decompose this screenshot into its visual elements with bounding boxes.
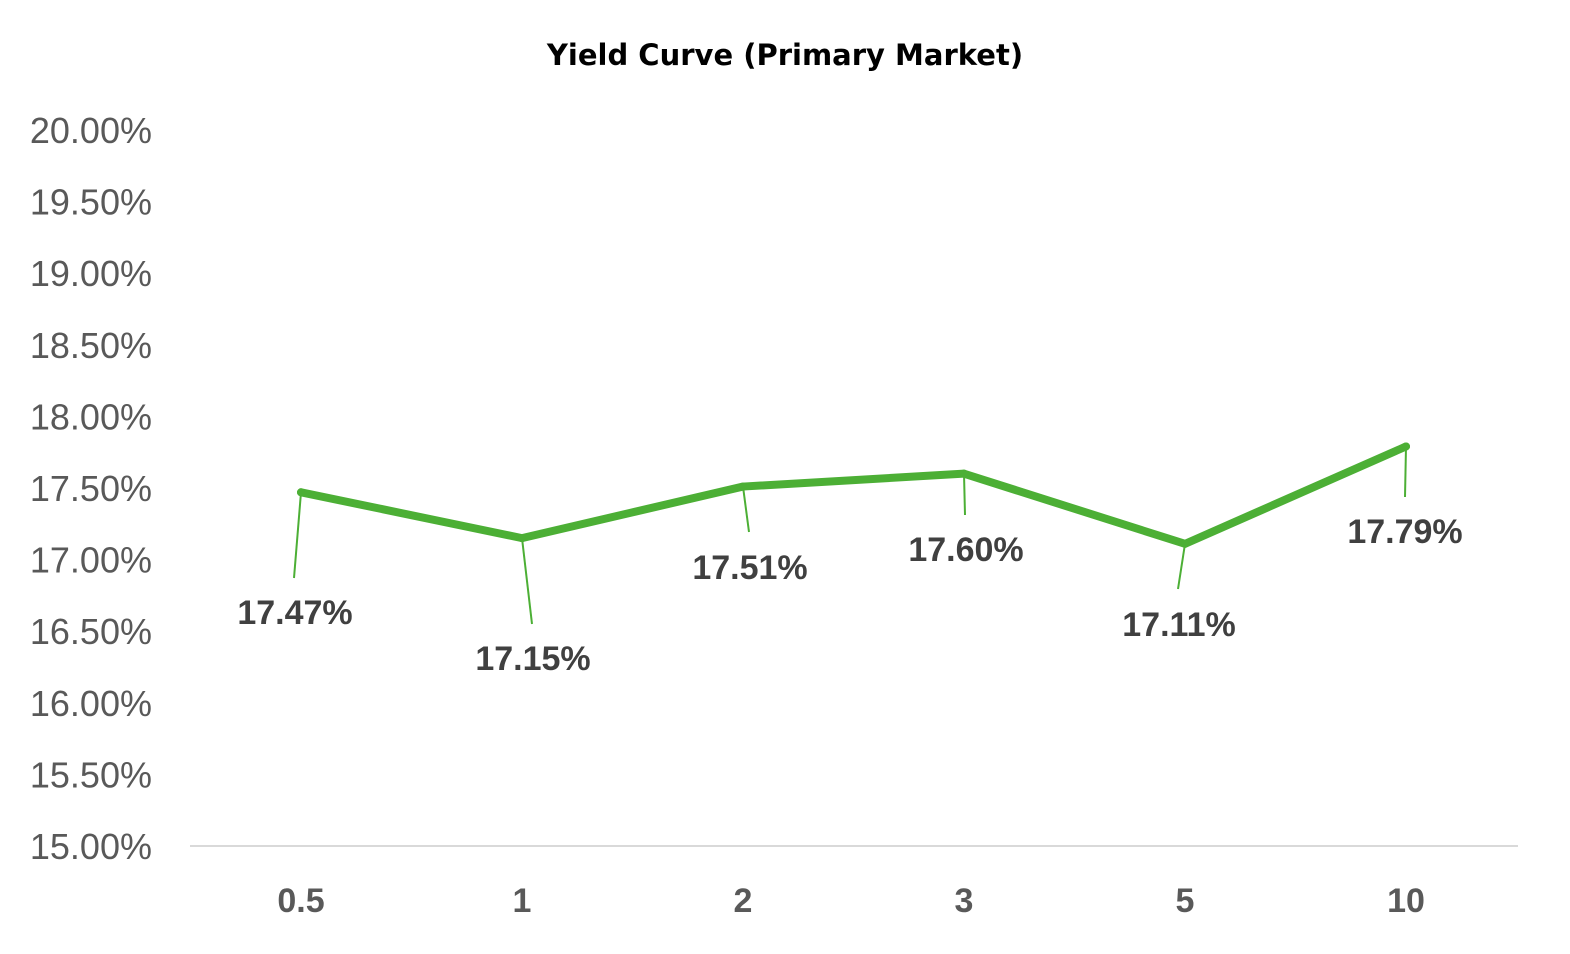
data-labels: 17.47% 17.15% 17.51% 17.60% 17.11% 17.79% xyxy=(237,513,1462,678)
data-point xyxy=(297,488,305,497)
y-tick-label: 17.50% xyxy=(30,468,152,509)
y-tick-label: 19.00% xyxy=(30,253,152,294)
y-tick-label: 17.00% xyxy=(30,540,152,581)
y-tick-label: 15.50% xyxy=(30,754,152,795)
x-axis-ticks: 0.5 1 2 3 5 10 xyxy=(277,882,1425,920)
data-label: 17.11% xyxy=(1122,606,1235,644)
x-tick-label: 2 xyxy=(734,882,753,920)
data-label-leader xyxy=(1177,543,1186,590)
data-point xyxy=(518,534,526,543)
y-tick-label: 18.50% xyxy=(30,325,152,366)
data-label: 17.51% xyxy=(692,549,807,587)
data-label-leader xyxy=(1404,446,1407,498)
y-tick-label: 16.50% xyxy=(30,611,152,652)
y-tick-label: 16.00% xyxy=(30,683,152,724)
data-label-leader xyxy=(521,538,533,625)
data-point xyxy=(960,469,968,478)
data-label: 17.15% xyxy=(475,640,590,678)
x-tick-label: 0.5 xyxy=(277,882,324,920)
data-point xyxy=(1181,539,1189,548)
data-points xyxy=(297,442,1410,548)
x-tick-label: 3 xyxy=(955,882,974,920)
x-tick-label: 10 xyxy=(1387,882,1425,920)
y-axis-ticks: 15.00% 15.50% 16.00% 16.50% 17.00% 17.50% 18.0… xyxy=(30,110,152,867)
data-point xyxy=(1402,442,1410,451)
data-label-leader xyxy=(963,473,966,516)
chart-title: Yield Curve (Primary Market) xyxy=(546,38,1023,72)
data-label-leader xyxy=(742,486,750,533)
data-point xyxy=(739,482,747,491)
data-label: 17.79% xyxy=(1347,513,1462,551)
y-tick-label: 15.00% xyxy=(30,826,152,867)
y-tick-label: 19.50% xyxy=(30,182,152,223)
x-tick-label: 5 xyxy=(1176,882,1195,920)
data-label: 17.47% xyxy=(237,594,352,632)
y-tick-label: 20.00% xyxy=(30,110,152,151)
data-label-leader xyxy=(293,492,302,579)
x-tick-label: 1 xyxy=(513,882,532,920)
data-label-leaders xyxy=(293,446,1407,625)
series-line xyxy=(297,442,1410,548)
y-tick-label: 18.00% xyxy=(30,396,152,437)
data-label: 17.60% xyxy=(908,531,1023,569)
